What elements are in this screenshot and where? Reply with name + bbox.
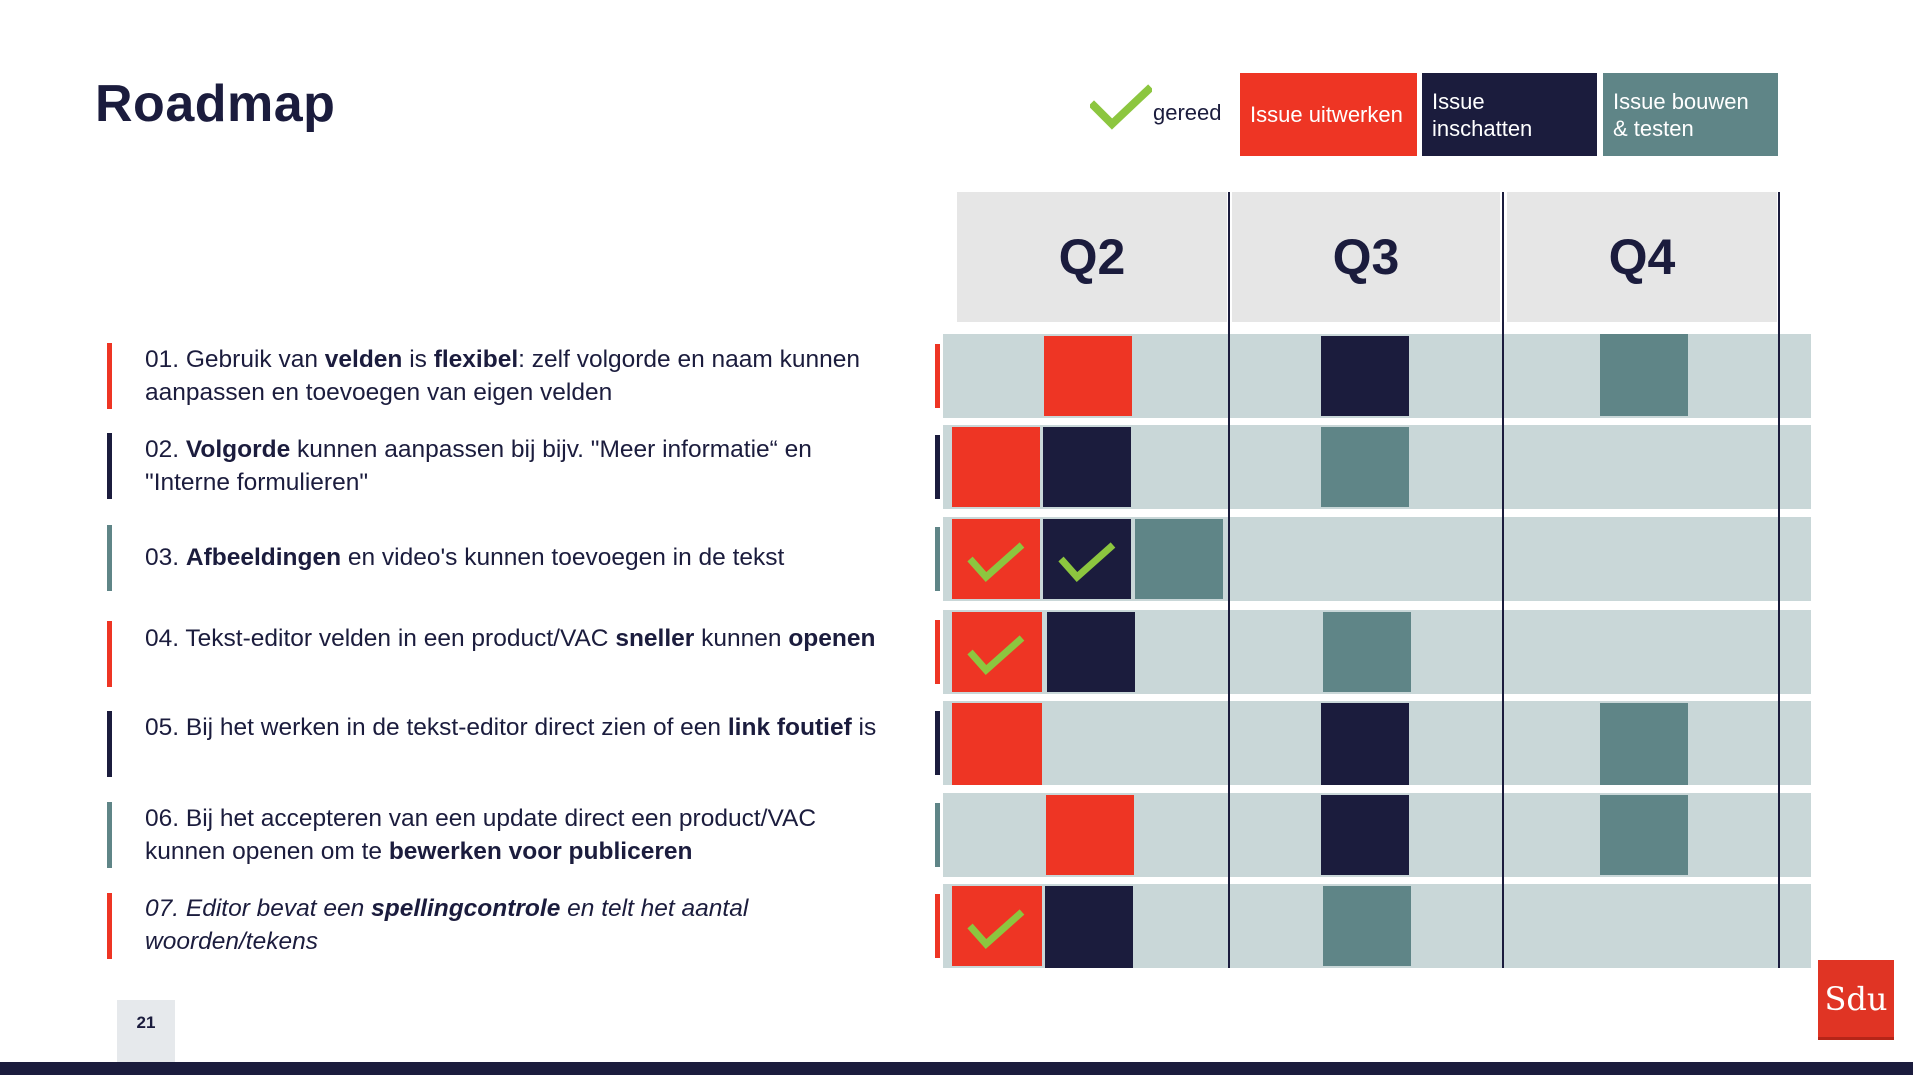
cell-inschatten — [1043, 427, 1131, 507]
cell-uitwerken-done — [952, 612, 1042, 692]
cell-inschatten — [1321, 703, 1409, 785]
item-accent-bar — [107, 802, 112, 868]
cell-bouwen-testen — [1600, 703, 1688, 785]
cell-bouwen-testen — [1323, 612, 1411, 692]
roadmap-item-6: 06. Bij het accepteren van een update di… — [145, 802, 890, 868]
item-text-bold: sneller — [615, 625, 695, 652]
roadmap-item-1: 01. Gebruik van velden is flexibel: zelf… — [145, 343, 890, 409]
cell-bouwen-testen — [1600, 334, 1688, 416]
row-marker-1 — [935, 344, 940, 408]
roadmap-item-2: 02. Volgorde kunnen aanpassen bij bijv. … — [145, 433, 890, 499]
cell-bouwen-testen — [1600, 795, 1688, 875]
item-text-bold: flexibel — [433, 346, 519, 373]
row-marker-6 — [935, 803, 940, 867]
cell-uitwerken — [1046, 795, 1134, 875]
item-text-segment: 06. Bij het accepteren van een update di… — [145, 805, 817, 865]
check-icon — [967, 542, 1025, 582]
row-marker-3 — [935, 527, 940, 591]
page-number: 21 — [136, 1013, 156, 1032]
cell-uitwerken — [952, 427, 1040, 507]
cell-bouwen-testen — [1323, 886, 1411, 966]
item-text-segment: 03. — [145, 544, 186, 571]
item-accent-bar — [107, 525, 112, 591]
item-text-segment: is — [402, 346, 434, 373]
item-text-bold: link foutief — [727, 714, 852, 741]
item-accent-bar — [107, 621, 112, 687]
item-accent-bar — [107, 343, 112, 409]
roadmap-item-4: 04. Tekst-editor velden in een product/V… — [145, 622, 890, 655]
item-text-segment: 07. Editor bevat een — [145, 895, 372, 922]
roadmap-item-3: 03. Afbeeldingen en video's kunnen toevo… — [145, 541, 890, 574]
quarter-divider — [1778, 192, 1780, 968]
item-text-bold: Afbeeldingen — [185, 544, 342, 571]
roadmap-item-7: 07. Editor bevat een spellingcontrole en… — [145, 892, 890, 958]
item-text-segment: : zelf volgorde en naam kunnen aanpassen… — [145, 346, 861, 406]
item-text-bold: bewerken voor publiceren — [388, 838, 693, 865]
cell-inschatten — [1321, 795, 1409, 875]
item-text-segment: 05. Bij het werken in de tekst-editor di… — [145, 714, 728, 741]
item-text-segment: 01. Gebruik van — [145, 346, 325, 373]
roadmap-item-5: 05. Bij het werken in de tekst-editor di… — [145, 711, 890, 744]
item-text-segment: is — [851, 714, 877, 741]
row-marker-7 — [935, 894, 940, 958]
page-title: Roadmap — [95, 75, 336, 133]
item-accent-bar — [107, 711, 112, 777]
cell-inschatten — [1047, 612, 1135, 692]
item-text-segment: kunnen — [694, 625, 789, 652]
row-marker-2 — [935, 435, 940, 499]
cell-inschatten — [1045, 886, 1133, 968]
quarter-header-q4: Q4 — [1507, 192, 1777, 322]
check-icon — [1058, 542, 1116, 582]
item-text-segment: en telt het aantal woorden/tekens — [145, 895, 749, 955]
item-text-segment: kunnen aanpassen bij bijv. "Meer informa… — [145, 436, 812, 496]
quarter-divider — [1228, 192, 1230, 968]
quarter-header-q2: Q2 — [957, 192, 1227, 322]
cell-uitwerken-done — [952, 886, 1042, 966]
cell-bouwen-testen — [1321, 427, 1409, 507]
row-marker-5 — [935, 711, 940, 775]
check-icon — [967, 909, 1025, 949]
legend-issue-uitwerken: Issue uitwerken — [1240, 73, 1417, 156]
cell-bouwen-testen — [1135, 519, 1223, 599]
cell-inschatten — [1321, 336, 1409, 416]
cell-uitwerken-done — [952, 519, 1040, 599]
cell-uitwerken — [952, 703, 1042, 785]
cell-uitwerken — [1044, 336, 1132, 416]
cell-inschatten-done — [1043, 519, 1131, 599]
item-text-bold: Volgorde — [185, 436, 291, 463]
row-marker-4 — [935, 620, 940, 684]
item-text-bold: openen — [788, 625, 876, 652]
quarter-header-q3: Q3 — [1232, 192, 1500, 322]
check-icon — [1090, 84, 1152, 130]
item-text-segment: en video's kunnen toevoegen in de tekst — [341, 544, 785, 571]
item-accent-bar — [107, 433, 112, 499]
item-text-bold: velden — [324, 346, 403, 373]
legend-issue-bouwen-testen: Issue bouwen & testen — [1603, 73, 1778, 156]
item-accent-bar — [107, 893, 112, 959]
item-text-bold: spellingcontrole — [371, 895, 561, 922]
sdu-logo: Sdu — [1818, 960, 1894, 1040]
legend-done-label: gereed — [1153, 100, 1222, 125]
check-icon — [967, 635, 1025, 675]
quarter-divider — [1502, 192, 1504, 968]
legend-issue-inschatten: Issue inschatten — [1422, 73, 1597, 156]
item-text-segment: 04. Tekst-editor velden in een product/V… — [145, 625, 616, 652]
item-text-segment: 02. — [145, 436, 186, 463]
footer-bar — [0, 1062, 1913, 1075]
